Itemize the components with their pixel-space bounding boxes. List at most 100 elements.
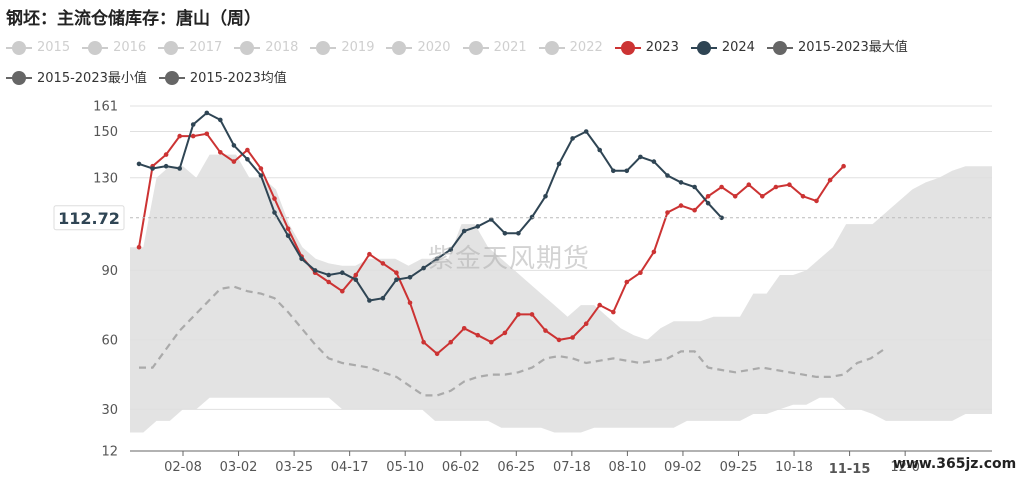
site-url: www.365jz.com (893, 456, 1017, 472)
series-point (218, 150, 223, 155)
x-tick-label: 03-25 (275, 460, 313, 475)
legend-label: 2015-2023最大值 (797, 40, 908, 55)
legend-label: 2022 (569, 40, 603, 55)
series-point (502, 231, 508, 236)
series-point (773, 184, 779, 190)
legend-item[interactable]: 2015-2023最小值 (6, 65, 147, 92)
series-point (394, 277, 399, 283)
series-point (611, 168, 616, 174)
legend-item[interactable]: 2024 (690, 34, 755, 61)
series-point (136, 161, 142, 167)
series-point (719, 184, 724, 190)
series-point (190, 133, 196, 139)
legend-item[interactable]: 2015 (6, 34, 70, 61)
legend-marker-icon (386, 40, 413, 55)
series-point (814, 198, 819, 204)
chart-title: 钢坯：主流仓储库存：唐山（周） (6, 9, 261, 29)
legend-item[interactable]: 2018 (234, 34, 298, 61)
series-point (380, 261, 386, 266)
series-point (651, 159, 657, 164)
series-point (678, 180, 684, 185)
legend-marker-icon (310, 40, 337, 55)
tooltip-value: 112.72 (58, 209, 120, 228)
series-point (841, 163, 846, 169)
series-point (312, 268, 318, 273)
x-tick-label: 08-10 (609, 460, 647, 475)
series-point (583, 321, 589, 327)
series-point (611, 309, 616, 315)
series-point (760, 194, 765, 199)
series-point (190, 122, 196, 127)
series-point (421, 339, 426, 345)
x-tick-label: 06-02 (442, 460, 480, 475)
series-point (475, 332, 481, 338)
y-tick-label: 90 (101, 264, 118, 279)
series-point (570, 136, 575, 141)
legend-item[interactable]: 2015-2023均值 (158, 65, 287, 92)
legend-label: 2015 (37, 40, 71, 55)
legend-marker-icon (158, 40, 185, 55)
legend-label: 2016 (113, 40, 147, 55)
series-point (367, 298, 372, 303)
legend-item[interactable]: 2020 (386, 34, 451, 61)
series-point (407, 275, 413, 280)
series-point (746, 182, 752, 187)
legend-label: 2021 (493, 40, 527, 55)
legend-marker-icon (234, 40, 261, 55)
x-tick-label: 07-18 (553, 460, 591, 475)
x-tick-label: 09-02 (664, 460, 702, 475)
legend-label: 2019 (341, 40, 375, 55)
legend-item[interactable]: 2023 (614, 34, 679, 61)
series-point (326, 272, 332, 278)
series-point (638, 154, 643, 160)
x-tick-label: 03-02 (220, 460, 258, 475)
tooltip-box (53, 205, 125, 231)
series-point (624, 168, 630, 174)
series-point (624, 279, 630, 285)
series-point (272, 210, 277, 215)
legend-item[interactable]: 2015-2023最大值 (766, 34, 908, 61)
series-point (245, 147, 250, 153)
series-point (678, 203, 684, 208)
series-point (394, 270, 399, 276)
series-point (448, 247, 454, 252)
series-point (489, 339, 494, 345)
legend-marker-icon (82, 40, 109, 55)
series-point (434, 256, 440, 262)
legend-item[interactable]: 2017 (158, 34, 222, 61)
x-tick-label: 12-0 (890, 460, 920, 475)
legend-item[interactable]: 2019 (310, 34, 374, 61)
series-point (340, 288, 345, 294)
series-point (163, 152, 169, 157)
series-point (245, 157, 250, 162)
legend-marker-icon (614, 40, 641, 55)
series-point (204, 110, 210, 116)
series-point (163, 163, 169, 169)
legend-item[interactable]: 2021 (462, 34, 527, 61)
series-point (529, 312, 535, 317)
legend-marker-icon (6, 71, 32, 85)
legend-label: 2015-2023均值 (189, 70, 287, 86)
series-point (692, 184, 697, 190)
series-point (353, 272, 359, 278)
legend-marker-icon (538, 40, 565, 55)
series-point (407, 300, 413, 306)
x-tick-label: 06-25 (497, 460, 535, 475)
legend-item[interactable]: 2016 (82, 34, 146, 61)
legend-item[interactable]: 2022 (538, 34, 603, 61)
y-tick-label: 161 (93, 100, 118, 115)
series-point (177, 166, 182, 171)
series-point (665, 173, 670, 178)
legend-marker-icon (6, 40, 32, 55)
series-line (139, 285, 885, 397)
y-tick-label: 12 (101, 445, 118, 460)
x-tick-label: 02-08 (164, 460, 202, 475)
series-point (461, 326, 467, 331)
legend-marker-icon (462, 40, 489, 55)
series-point (719, 215, 724, 221)
series-point (231, 159, 237, 164)
series-point (516, 231, 521, 236)
series-point (461, 228, 467, 234)
x-tick-label: 05-10 (386, 460, 424, 475)
